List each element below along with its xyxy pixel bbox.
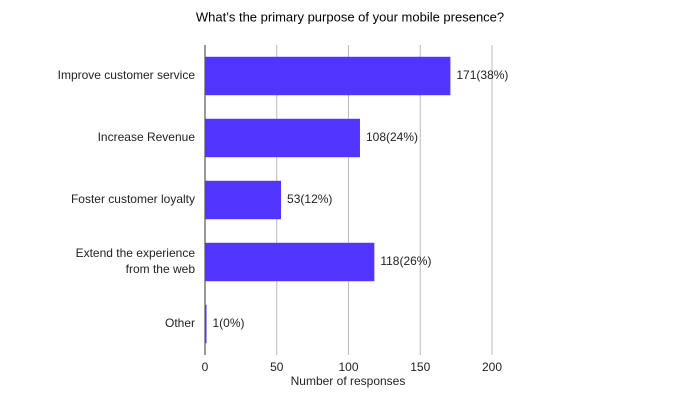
data-label: 53(12%)	[287, 192, 332, 206]
y-tick-label: Foster customer loyalty	[71, 192, 195, 206]
y-tick-label: Improve customer service	[58, 68, 196, 82]
bar	[205, 242, 375, 282]
bar	[205, 304, 207, 344]
x-tick-label: 0	[202, 360, 209, 374]
data-label: 118(26%)	[380, 254, 431, 268]
data-label: 171(38%)	[456, 68, 508, 82]
y-tick-label: Other	[165, 316, 195, 330]
data-label: 108(24%)	[366, 130, 418, 144]
x-tick-label: 50	[270, 360, 284, 374]
bar	[205, 118, 360, 158]
data-label: 1(0%)	[213, 316, 245, 330]
bar	[205, 180, 282, 220]
x-tick-label: 150	[410, 360, 430, 374]
bar	[205, 56, 451, 96]
chart-title: What’s the primary purpose of your mobil…	[196, 9, 504, 24]
y-tick-label: Extend the experience from the web	[76, 246, 196, 276]
y-tick-label: Increase Revenue	[98, 130, 196, 144]
x-tick-label: 100	[338, 360, 358, 374]
x-tick-label: 200	[482, 360, 502, 374]
x-axis-title: Number of responses	[291, 374, 406, 388]
